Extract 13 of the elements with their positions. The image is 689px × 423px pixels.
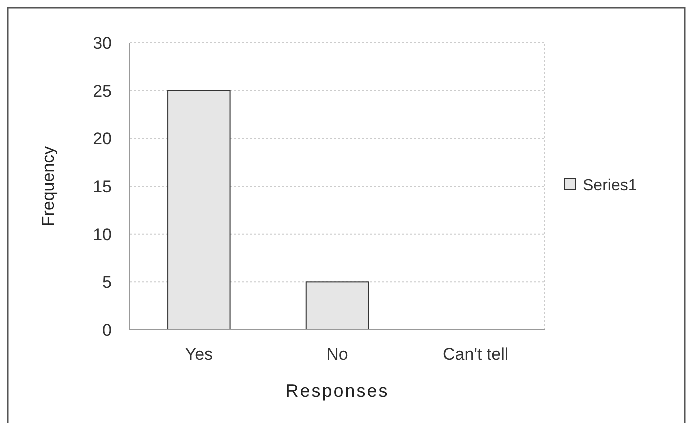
x-tick-label: Can't tell [443, 345, 509, 364]
y-tick-label: 25 [93, 82, 112, 101]
x-tick-label: No [326, 345, 348, 364]
y-axis-title: Frequency [39, 146, 58, 227]
legend-label: Series1 [583, 178, 638, 195]
y-tick-label: 0 [102, 320, 112, 340]
y-tick-label: 15 [93, 177, 112, 196]
y-tick-label: 30 [93, 34, 112, 53]
y-tick-label: 10 [93, 225, 112, 244]
x-axis-title: Responses [286, 381, 390, 401]
y-tick-label: 5 [102, 273, 112, 292]
y-tick-label: 20 [93, 130, 112, 149]
x-tick-label: Yes [185, 345, 214, 364]
